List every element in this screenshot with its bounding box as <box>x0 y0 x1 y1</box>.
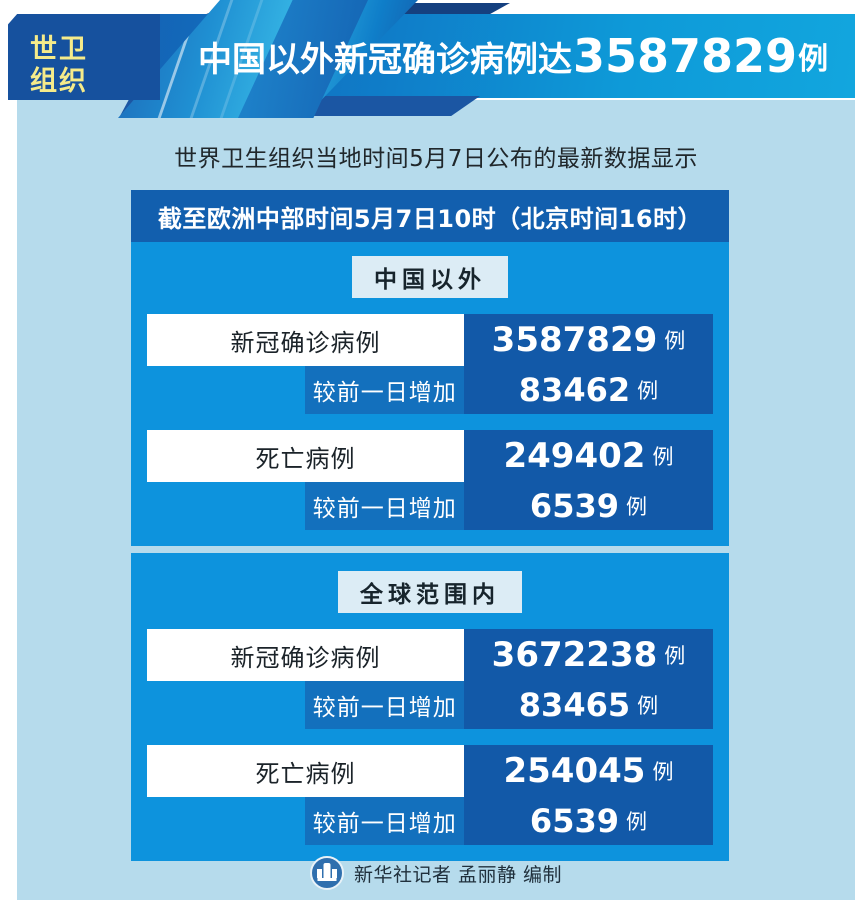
who-badge-line2: 组织 <box>30 66 88 97</box>
row-value: 249402 例 <box>463 430 713 482</box>
row-indent <box>147 366 306 414</box>
row-value-number: 254045 <box>503 751 646 791</box>
row-label: 死亡病例 <box>147 745 464 797</box>
table-row: 新冠确诊病例 3587829 例 <box>147 314 713 366</box>
row-value: 83465 例 <box>463 681 713 729</box>
row-value-number: 83465 <box>518 686 631 724</box>
row-label: 新冠确诊病例 <box>147 314 464 366</box>
row-label: 死亡病例 <box>147 430 464 482</box>
row-value-number: 83462 <box>518 371 631 409</box>
row-label-wrap: 较前一日增加 <box>305 797 464 845</box>
row-label: 较前一日增加 <box>305 797 464 845</box>
row-value-unit: 例 <box>637 694 659 718</box>
stat-group-deaths-global: 死亡病例 254045 例 较前一日增加 6539 例 <box>147 745 713 845</box>
section-chip-wrap-0: 中国以外 <box>131 242 729 306</box>
row-value-unit: 例 <box>664 329 686 353</box>
row-label: 新冠确诊病例 <box>147 629 464 681</box>
section-rows-1: 新冠确诊病例 3672238 例 较前一日增加 83465 例 <box>131 629 729 861</box>
row-value-unit: 例 <box>652 760 674 784</box>
banner-title-prefix: 中国以外新冠确诊病例达 <box>198 39 572 80</box>
row-value-number: 6539 <box>529 802 619 840</box>
banner-title-number: 3587829 <box>573 29 798 83</box>
row-value-unit: 例 <box>637 379 659 403</box>
row-value-unit: 例 <box>625 495 647 519</box>
panel-global: 全球范围内 新冠确诊病例 3672238 例 较前一日增加 8 <box>131 553 729 861</box>
table-row: 较前一日增加 83462 例 <box>147 366 713 414</box>
table-row: 较前一日增加 83465 例 <box>147 681 713 729</box>
table-row: 死亡病例 254045 例 <box>147 745 713 797</box>
row-label: 较前一日增加 <box>305 482 464 530</box>
stat-group-confirmed-global: 新冠确诊病例 3672238 例 较前一日增加 83465 例 <box>147 629 713 729</box>
table-row: 新冠确诊病例 3672238 例 <box>147 629 713 681</box>
table-row: 较前一日增加 6539 例 <box>147 482 713 530</box>
who-badge: 世卫 组织 <box>8 14 160 100</box>
row-value-number: 6539 <box>529 487 619 525</box>
section-chip-outside-china: 中国以外 <box>352 256 508 298</box>
row-value: 6539 例 <box>463 482 713 530</box>
row-value: 6539 例 <box>463 797 713 845</box>
row-value-number: 3587829 <box>491 320 658 360</box>
row-label-wrap: 较前一日增加 <box>305 482 464 530</box>
table-row: 死亡病例 249402 例 <box>147 430 713 482</box>
row-value-unit: 例 <box>664 644 686 668</box>
who-badge-text: 世卫 组织 <box>30 34 150 98</box>
banner-title: 中国以外新冠确诊病例达 3587829 例 <box>198 22 848 90</box>
row-label-wrap: 较前一日增加 <box>305 366 464 414</box>
stat-group-confirmed: 新冠确诊病例 3587829 例 较前一日增加 83462 例 <box>147 314 713 414</box>
section-chip-wrap-1: 全球范围内 <box>131 553 729 621</box>
row-value: 83462 例 <box>463 366 713 414</box>
row-value-number: 249402 <box>503 436 646 476</box>
row-indent <box>147 482 306 530</box>
row-label: 较前一日增加 <box>305 366 464 414</box>
row-value-number: 3672238 <box>491 635 658 675</box>
table-row: 较前一日增加 6539 例 <box>147 797 713 845</box>
footer-credit-text: 新华社记者 孟丽静 编制 <box>353 863 563 886</box>
subtitle: 世界卫生组织当地时间5月7日公布的最新数据显示 <box>174 146 698 172</box>
banner-title-unit: 例 <box>798 42 829 77</box>
row-label-wrap: 较前一日增加 <box>305 681 464 729</box>
footer-credit: 新华社记者 孟丽静 编制 <box>17 852 855 894</box>
xinhua-logo-icon <box>309 856 344 890</box>
row-indent <box>147 797 306 845</box>
row-label: 较前一日增加 <box>305 681 464 729</box>
stat-group-deaths: 死亡病例 249402 例 较前一日增加 6539 例 <box>147 430 713 530</box>
header-banner: 世卫 组织 中国以外新冠确诊病例达 3587829 例 <box>0 0 855 118</box>
row-value-unit: 例 <box>625 810 647 834</box>
who-badge-line1: 世卫 <box>30 34 88 65</box>
section-rows-0: 新冠确诊病例 3587829 例 较前一日增加 83462 例 <box>131 314 729 546</box>
row-value: 3672238 例 <box>463 629 713 681</box>
section-chip-global: 全球范围内 <box>338 571 522 613</box>
panel-outside-china: 截至欧洲中部时间5月7日10时（北京时间16时） 中国以外 新冠确诊病例 358… <box>131 190 729 546</box>
row-value: 3587829 例 <box>463 314 713 366</box>
row-indent <box>147 681 306 729</box>
row-value: 254045 例 <box>463 745 713 797</box>
row-value-unit: 例 <box>652 445 674 469</box>
panel-header: 截至欧洲中部时间5月7日10时（北京时间16时） <box>131 190 729 242</box>
